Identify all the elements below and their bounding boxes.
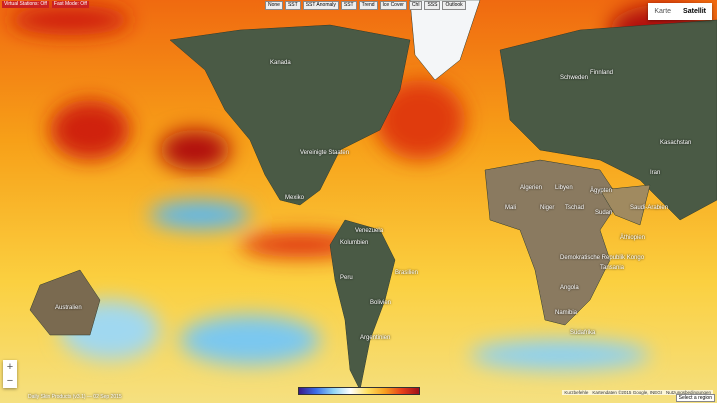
toolbar-button[interactable]: None [265, 1, 283, 10]
place-label: Bolivien [370, 300, 392, 306]
attribution: Kurzbefehle Kartendaten ©2015 Google, IN… [562, 390, 713, 395]
attribution-item: Kartendaten ©2015 Google, INEGI [592, 390, 662, 395]
place-label: Schweden [560, 75, 589, 81]
place-label: Äthiopien [620, 235, 646, 241]
place-label: Finnland [590, 70, 614, 76]
toolbar-button[interactable]: SSS [424, 1, 441, 10]
map-type-button[interactable]: Satellit [683, 8, 706, 15]
place-label: Kasachstan [660, 140, 692, 146]
place-label: Mexiko [285, 195, 305, 201]
attribution-item[interactable]: Kurzbefehle [564, 390, 589, 395]
place-label: Angola [560, 285, 579, 291]
place-label: Iran [650, 170, 661, 176]
status-badge[interactable]: Fast Mode: Off [51, 1, 89, 8]
place-label: Südafrika [570, 330, 596, 336]
status-badges: Virtual Stations: Off Fast Mode: Off [2, 1, 89, 8]
zoom-out[interactable]: − [6, 375, 14, 387]
toolbar-button[interactable]: SST [284, 1, 301, 10]
toolbar-button[interactable]: Chl [408, 1, 423, 10]
place-label: Peru [340, 275, 353, 281]
place-label: Niger [540, 205, 555, 211]
zoom-control: + − [3, 360, 17, 388]
zoom-in[interactable]: + [6, 361, 14, 373]
product-caption: Daily Skin Products (v3.1) — 02 Sep 2015 [28, 394, 122, 400]
place-label: Libyen [555, 185, 573, 191]
place-label: Ägypten [590, 188, 613, 194]
region-select[interactable]: Select a region [675, 394, 715, 402]
place-label: Tschad [565, 205, 585, 211]
place-label: Algerien [520, 185, 543, 191]
status-badge[interactable]: Virtual Stations: Off [2, 1, 49, 8]
attribution-item[interactable]: Nutzungsbedingungen [665, 390, 711, 395]
place-label: Kolumbien [340, 240, 369, 246]
place-label: Saudi-Arabien [630, 205, 669, 211]
toolbar: None SST SST Anomaly SST Trend Ice Cover Chl SS… [265, 1, 466, 10]
place-label: Tansania [600, 265, 625, 271]
place-label: Vereinigte Staaten [300, 150, 350, 156]
place-label: Namibia [555, 310, 578, 316]
toolbar-button[interactable]: SST Anomaly [302, 1, 339, 10]
toolbar-button[interactable]: SST [340, 1, 357, 10]
place-label: Demokratische Republik Kongo [560, 255, 645, 261]
toolbar-button[interactable]: Trend [358, 1, 378, 10]
place-label: Mali [505, 205, 517, 211]
toolbar-button[interactable]: Ice Cover [379, 1, 407, 10]
place-label: Argentinien [360, 335, 391, 341]
place-label: Venezuela [355, 228, 384, 234]
place-label: Sudan [595, 210, 613, 216]
continents [29, 0, 717, 391]
place-label: Brasilien [395, 270, 419, 276]
toolbar-button[interactable]: Outlook [442, 1, 466, 10]
place-label: Australien [55, 305, 82, 311]
color-scale [298, 387, 420, 395]
map-type-control: Karte Satellit [648, 3, 712, 20]
place-label: Kanada [270, 60, 291, 66]
map-type-button[interactable]: Karte [654, 8, 672, 15]
